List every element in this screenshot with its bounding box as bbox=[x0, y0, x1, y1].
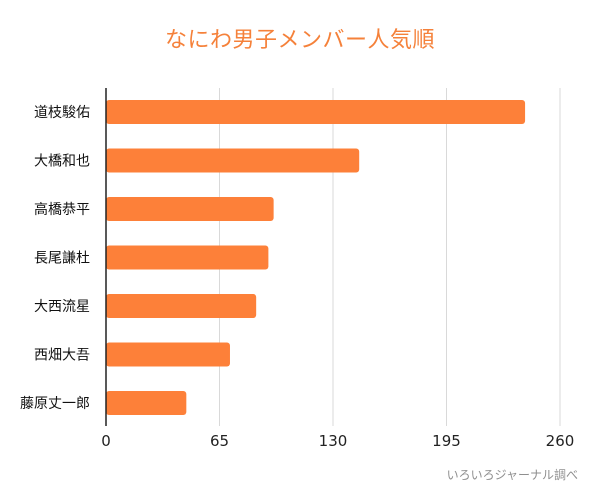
bars bbox=[106, 100, 526, 415]
chart-title: なにわ男子メンバー人気順 bbox=[164, 28, 435, 53]
category-label: 藤原丈一郎 bbox=[20, 396, 90, 412]
bar-1 bbox=[106, 100, 526, 124]
x-tick-label: 65 bbox=[210, 432, 229, 450]
category-label: 西畑大吾 bbox=[34, 348, 90, 364]
bar-7 bbox=[106, 391, 187, 415]
bar-4 bbox=[106, 245, 269, 270]
category-label: 長尾謙杜 bbox=[34, 251, 90, 267]
x-tick-label: 130 bbox=[319, 432, 348, 450]
bar-3 bbox=[106, 197, 274, 221]
bar-2 bbox=[106, 148, 360, 173]
x-tick-label: 260 bbox=[546, 432, 575, 450]
x-tick-labels: 0 65 130 195 260 bbox=[101, 432, 574, 450]
bar-5 bbox=[106, 294, 257, 318]
source-note: いろいろジャーナル調べ bbox=[446, 468, 578, 482]
bar-6 bbox=[106, 342, 230, 367]
category-label: 道枝駿佑 bbox=[34, 105, 90, 121]
gridlines bbox=[219, 88, 561, 426]
category-label: 大橋和也 bbox=[34, 154, 90, 170]
x-tick-label: 0 bbox=[101, 432, 111, 450]
category-label: 高橋恭平 bbox=[34, 201, 90, 218]
category-label: 大西流星 bbox=[34, 299, 90, 315]
x-tick-label: 195 bbox=[432, 432, 461, 450]
